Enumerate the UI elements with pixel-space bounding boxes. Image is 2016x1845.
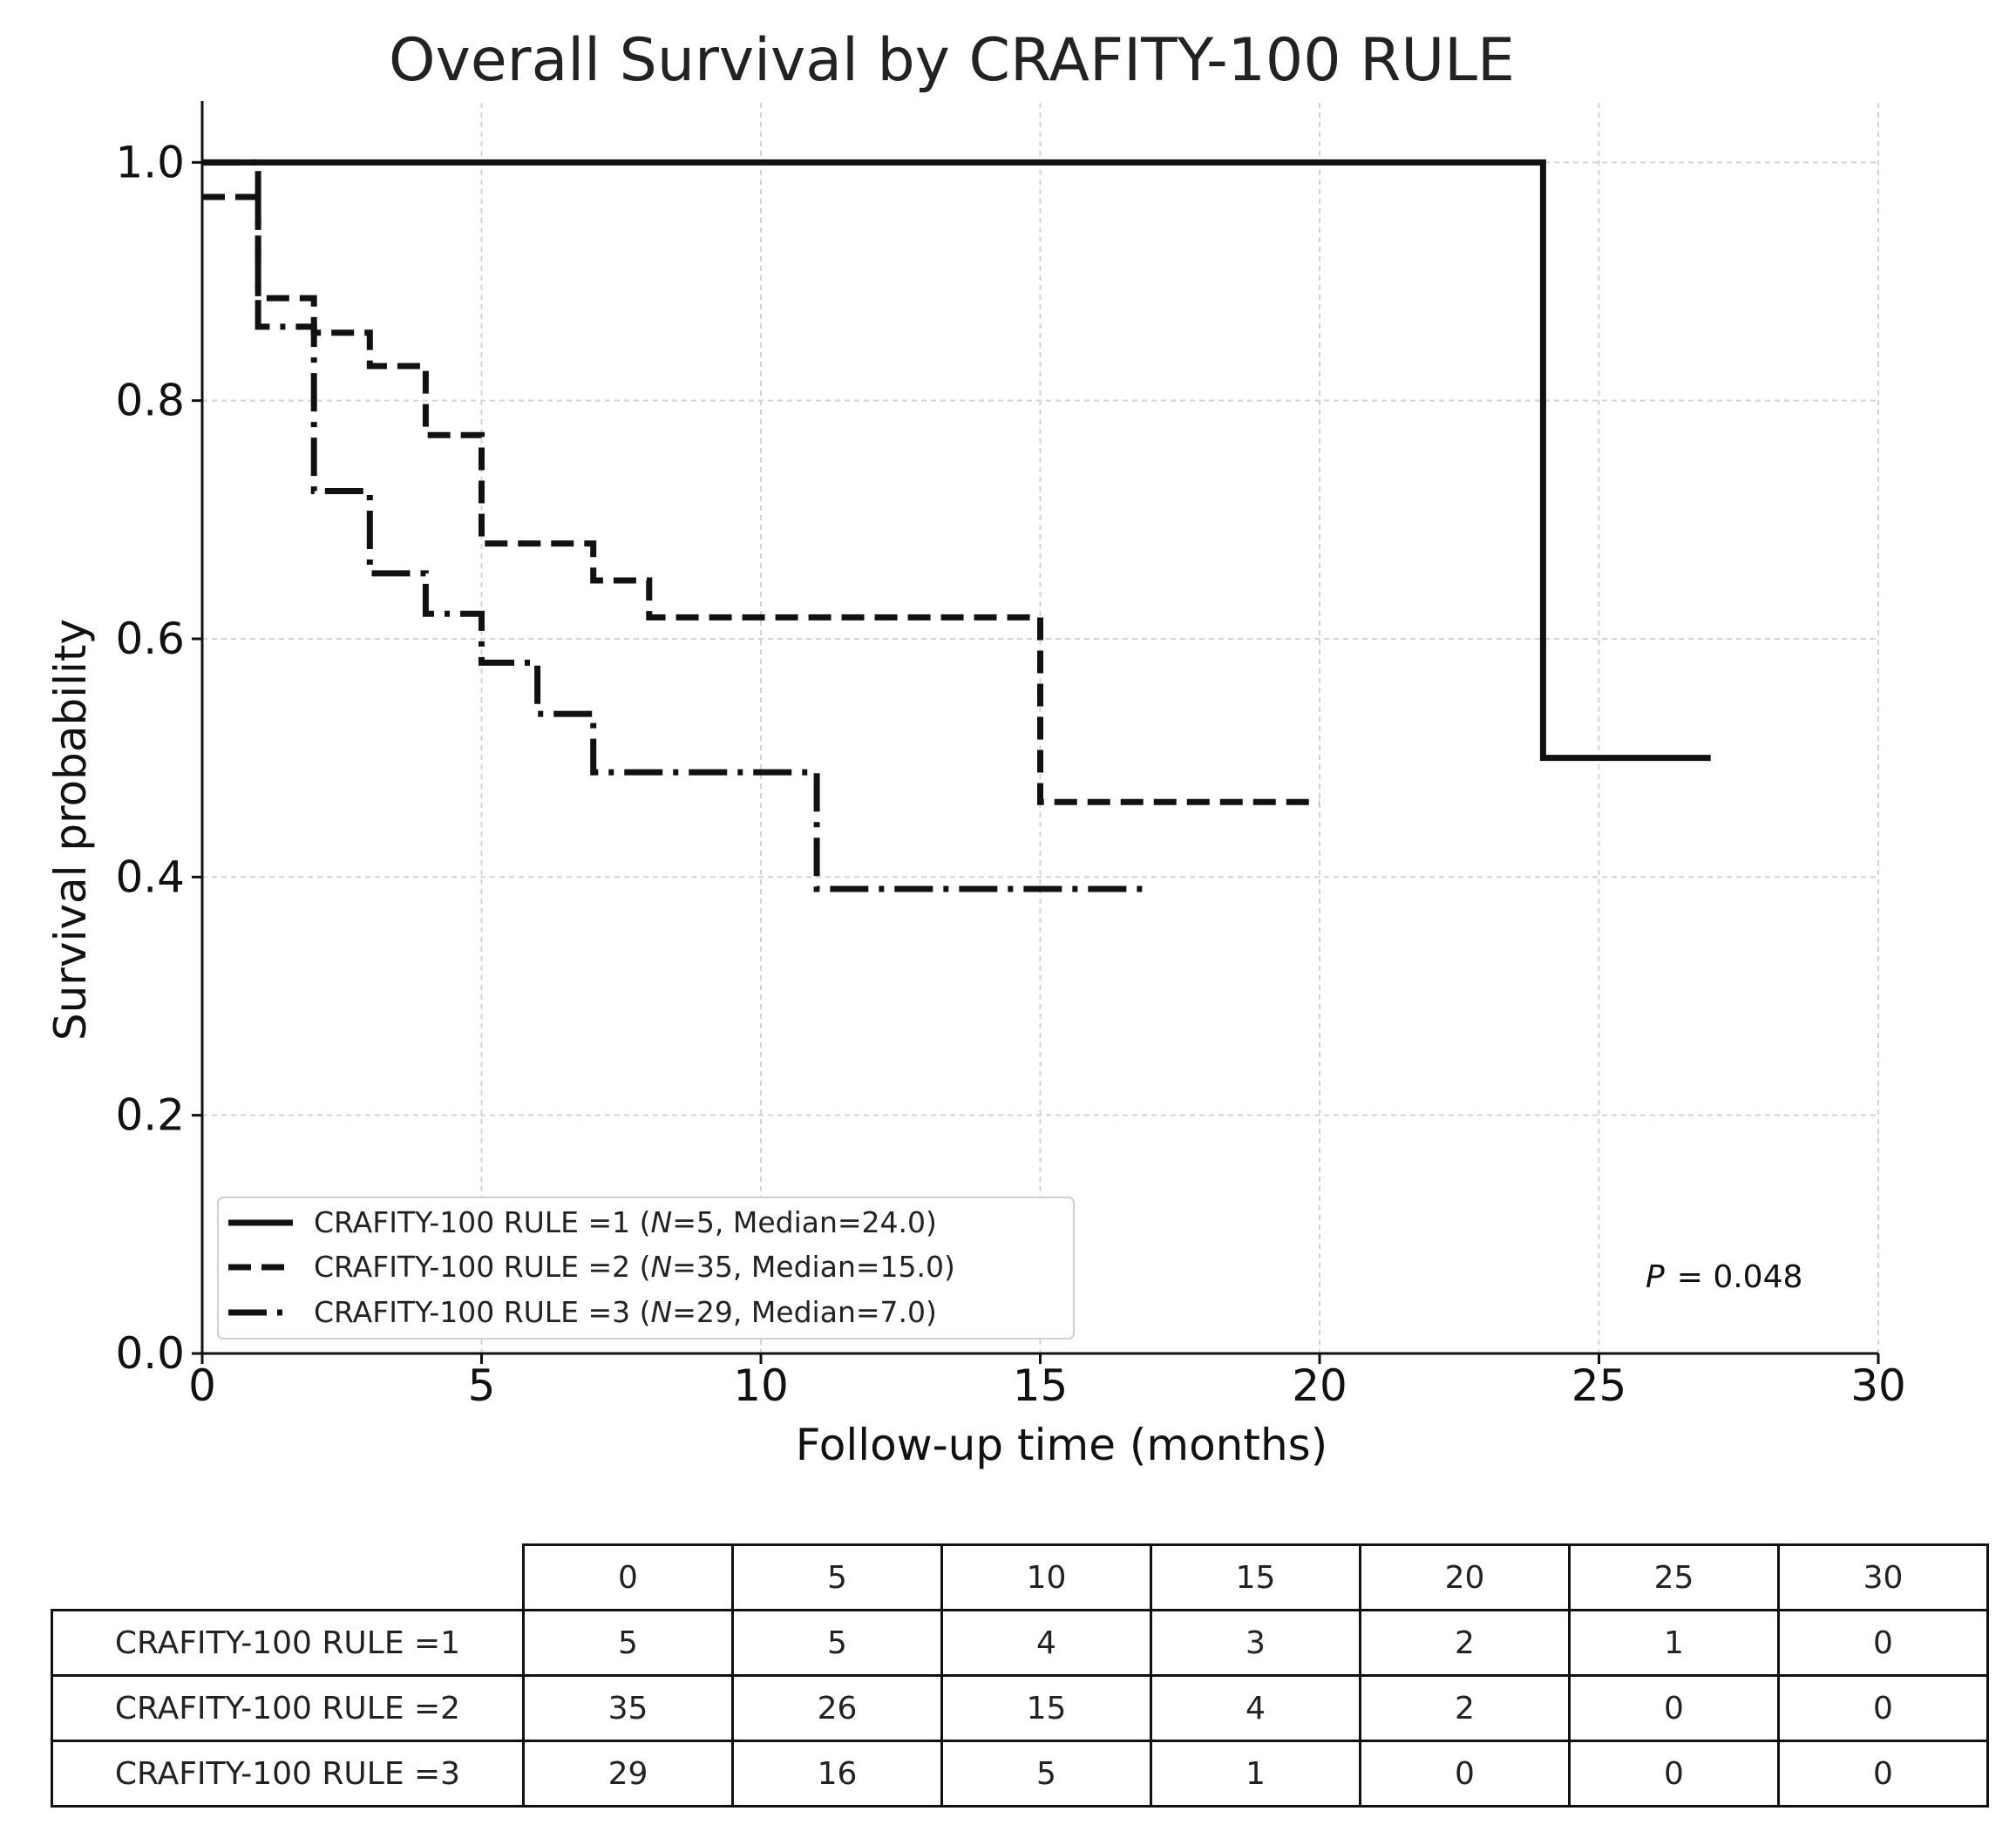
x-tick-label: 0 xyxy=(188,1360,216,1411)
risk-table-row: CRAFITY-100 RULE =1 5 5 4 3 2 1 0 xyxy=(51,1609,1989,1677)
legend-entry-rule3: CRAFITY-100 RULE =3 (N=29, Median=7.0) xyxy=(314,1295,937,1329)
legend: CRAFITY-100 RULE =1 (N=5, Median=24.0) C… xyxy=(217,1197,1075,1340)
legend-entry-rule1: CRAFITY-100 RULE =1 (N=5, Median=24.0) xyxy=(314,1205,937,1239)
y-axis-label: Survival probability xyxy=(45,619,96,1041)
risk-table-cell: 5 xyxy=(522,1609,734,1677)
x-tick-label: 20 xyxy=(1292,1360,1347,1411)
risk-table-header-row: 0 5 10 15 20 25 30 xyxy=(51,1543,1989,1611)
survival-curve-rule2 xyxy=(202,193,1320,805)
risk-table-cell: 2 xyxy=(1359,1609,1571,1677)
survival-curve-rule1 xyxy=(202,159,1711,762)
risk-table-cell: 1 xyxy=(1150,1740,1361,1808)
risk-table-cell: 35 xyxy=(522,1674,734,1742)
y-tick-label: 1.0 xyxy=(115,137,185,187)
legend-box xyxy=(217,1197,1075,1340)
x-tick-label: 15 xyxy=(1013,1360,1069,1411)
risk-table-cell: 29 xyxy=(522,1740,734,1808)
risk-table-cell: 5 xyxy=(940,1740,1152,1808)
y-tick-label: 0.2 xyxy=(115,1090,185,1141)
risk-table-row-label: CRAFITY-100 RULE =1 xyxy=(51,1609,525,1677)
risk-table-cell: 4 xyxy=(940,1609,1152,1677)
risk-table-time-header: 25 xyxy=(1568,1543,1780,1611)
risk-table-time-header: 15 xyxy=(1150,1543,1361,1611)
risk-table-time-header: 20 xyxy=(1359,1543,1571,1611)
risk-table-row-label: CRAFITY-100 RULE =2 xyxy=(51,1674,525,1742)
y-tick-label: 0.4 xyxy=(115,851,185,902)
risk-table-corner xyxy=(51,1544,525,1611)
risk-table-cell: 0 xyxy=(1777,1674,1989,1742)
at-risk-table: 0 5 10 15 20 25 30 CRAFITY-100 RULE =1 5 5 4 3 2 1 0 C… xyxy=(51,1543,1989,1808)
risk-table-time-header: 30 xyxy=(1777,1543,1989,1611)
x-tick-label: 30 xyxy=(1850,1360,1906,1411)
risk-table-cell: 2 xyxy=(1359,1674,1571,1742)
risk-table-cell: 0 xyxy=(1777,1740,1989,1808)
chart-title: Overall Survival by CRAFITY-100 RULE xyxy=(389,26,1515,95)
y-tick-label: 0.6 xyxy=(115,614,185,664)
x-tick-label: 25 xyxy=(1571,1360,1627,1411)
risk-table-cell: 0 xyxy=(1568,1740,1780,1808)
risk-table-cell: 15 xyxy=(940,1674,1152,1742)
risk-table-cell: 3 xyxy=(1150,1609,1361,1677)
y-tick-label: 0.8 xyxy=(115,376,185,426)
x-axis-label: Follow-up time (months) xyxy=(796,1420,1327,1470)
risk-table-cell: 1 xyxy=(1568,1609,1780,1677)
legend-entry-rule2: CRAFITY-100 RULE =2 (N=35, Median=15.0) xyxy=(314,1250,955,1284)
x-tick-label: 5 xyxy=(468,1360,496,1411)
risk-table-cell: 26 xyxy=(731,1674,943,1742)
x-tick-label: 10 xyxy=(733,1360,789,1411)
risk-table-cell: 0 xyxy=(1359,1740,1571,1808)
risk-table-time-header: 0 xyxy=(522,1543,734,1611)
risk-table-cell: 16 xyxy=(731,1740,943,1808)
risk-table-time-header: 5 xyxy=(731,1543,943,1611)
survival-curve-rule3 xyxy=(202,159,1152,892)
risk-table-time-header: 10 xyxy=(940,1543,1152,1611)
risk-table-row: CRAFITY-100 RULE =2 35 26 15 4 2 0 0 xyxy=(51,1674,1989,1742)
risk-table-cell: 0 xyxy=(1568,1674,1780,1742)
risk-table-cell: 4 xyxy=(1150,1674,1361,1742)
risk-table-row: CRAFITY-100 RULE =3 29 16 5 1 0 0 0 xyxy=(51,1740,1989,1808)
survival-chart: Overall Survival by CRAFITY-100 RULE 0 5 1… xyxy=(45,26,1906,1470)
risk-table-cell: 5 xyxy=(731,1609,943,1677)
y-tick-label: 0.0 xyxy=(115,1328,185,1379)
risk-table-cell: 0 xyxy=(1777,1609,1989,1677)
risk-table-row-label: CRAFITY-100 RULE =3 xyxy=(51,1740,525,1808)
p-value-annotation: P = 0.048 xyxy=(1646,1259,1802,1295)
